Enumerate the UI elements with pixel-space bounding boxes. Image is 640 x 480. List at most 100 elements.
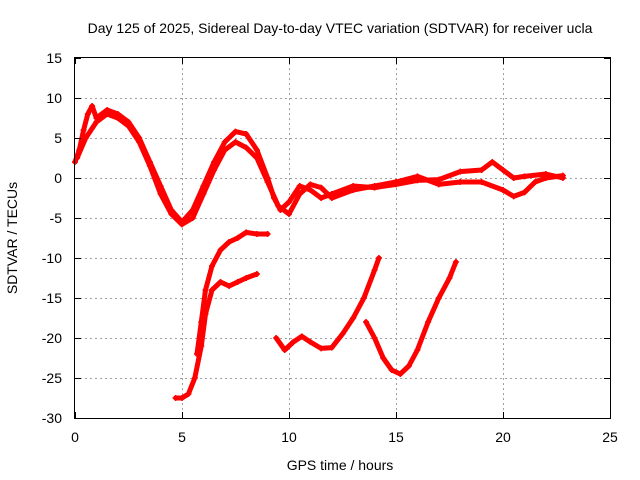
y-tick-label: -30 [42, 410, 62, 426]
data-point [393, 179, 399, 185]
data-point [318, 195, 325, 201]
data-point [172, 395, 179, 401]
data-point [371, 267, 378, 273]
data-point [307, 339, 314, 345]
data-point [371, 183, 378, 189]
data-point [339, 331, 346, 337]
y-axis-label: SDTVAR / TECUs [4, 182, 20, 294]
data-point [264, 231, 271, 237]
data-point [510, 175, 517, 181]
data-point [425, 319, 432, 325]
data-point [243, 131, 250, 137]
data-point [521, 173, 528, 180]
data-point [500, 167, 506, 173]
data-point [521, 189, 528, 196]
data-point [414, 173, 421, 180]
data-point [253, 271, 260, 277]
series-track-main-b [74, 111, 566, 228]
data-point [243, 229, 250, 236]
data-point [286, 199, 292, 205]
data-point [363, 319, 370, 325]
data-point [290, 339, 297, 345]
data-point [89, 103, 96, 109]
data-point [435, 295, 442, 301]
series-track-main-a [72, 103, 566, 225]
x-tick-label: 20 [495, 429, 511, 445]
data-point [243, 275, 250, 281]
series-layer [72, 103, 566, 401]
y-tick-label: -20 [42, 330, 62, 346]
x-tick-label: 5 [178, 429, 186, 445]
data-point [221, 147, 228, 153]
data-point [208, 263, 215, 269]
data-point [208, 287, 215, 293]
data-point [179, 395, 185, 401]
data-point [478, 179, 485, 185]
data-point [168, 211, 175, 217]
data-point [452, 259, 459, 265]
data-point [104, 111, 111, 117]
data-point [435, 181, 442, 188]
data-point [281, 347, 288, 353]
plot-frame [74, 57, 611, 419]
data-point [221, 139, 228, 145]
data-point [478, 167, 485, 173]
x-axis-label: GPS time / hours [287, 457, 394, 473]
series-line [363, 259, 459, 377]
x-tick-label: 10 [281, 429, 297, 445]
data-point [253, 155, 260, 161]
data-point [350, 315, 357, 321]
data-point [388, 367, 395, 373]
data-point [232, 139, 239, 145]
data-point [510, 193, 517, 200]
data-point [114, 115, 121, 121]
data-point [84, 111, 91, 117]
y-tick-label: -25 [42, 370, 62, 386]
data-point [211, 167, 218, 173]
data-point [380, 355, 387, 361]
y-tick-label: 15 [46, 50, 62, 66]
data-point [559, 172, 566, 179]
y-tick-label: -5 [50, 210, 63, 226]
chart-title: Day 125 of 2025, Sidereal Day-to-day VTE… [88, 20, 593, 36]
series-track-lower-3 [273, 255, 382, 353]
y-tick-label: 0 [54, 170, 62, 186]
data-point [397, 371, 404, 377]
y-tick-label: -10 [42, 250, 62, 266]
data-point [350, 187, 357, 193]
y-tick-label: 10 [46, 90, 62, 106]
x-tick-label: 25 [602, 429, 618, 445]
series-line [273, 255, 382, 353]
data-point [500, 187, 506, 193]
data-point [405, 363, 412, 369]
data-point [198, 319, 205, 325]
series-track-lower-2 [193, 229, 271, 357]
data-point [457, 179, 464, 185]
data-point [307, 187, 314, 193]
series-line [194, 229, 271, 357]
series-line [74, 111, 566, 227]
data-point [125, 123, 132, 129]
y-tick-label: 5 [54, 130, 62, 146]
data-point [318, 345, 325, 352]
data-point [489, 159, 496, 165]
data-point [157, 191, 164, 197]
data-point [286, 211, 292, 217]
data-point [185, 391, 192, 397]
data-point [93, 119, 100, 125]
series-line [173, 271, 260, 401]
x-tick-label: 0 [71, 429, 79, 445]
data-point [82, 135, 89, 141]
data-point [193, 351, 200, 357]
data-point [74, 155, 81, 161]
data-point [136, 139, 143, 145]
data-point [318, 184, 325, 191]
data-point [226, 283, 233, 289]
data-point [328, 344, 335, 351]
data-point [179, 221, 185, 228]
data-point [217, 247, 224, 253]
data-point [234, 235, 241, 241]
series-track-lower-4 [363, 259, 459, 377]
data-point [307, 181, 314, 188]
